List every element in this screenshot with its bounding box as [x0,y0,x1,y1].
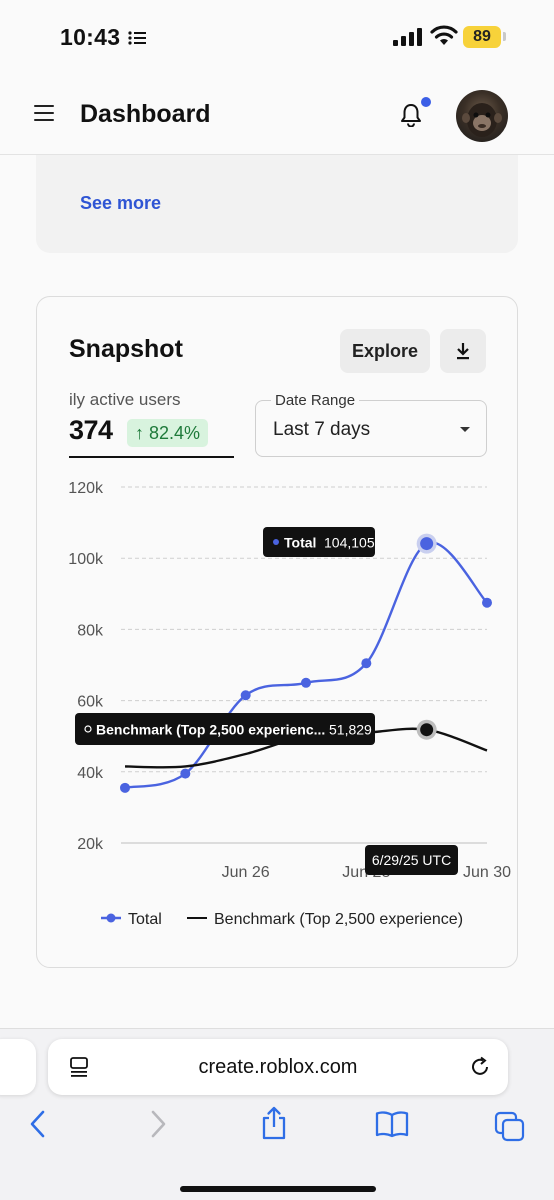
tooltip-benchmark-label: Benchmark (Top 2,500 experienc... [96,722,325,738]
explore-button[interactable]: Explore [340,329,430,373]
tooltip-total-dot [273,539,279,545]
page-title: Dashboard [80,100,211,128]
app-header: Dashboard [0,75,554,155]
url-text: create.roblox.com [198,1056,358,1078]
focus-list-icon [128,31,146,45]
tooltip-benchmark-bg [75,713,375,745]
tooltip-date: 6/29/25 UTC [372,852,451,868]
status-time: 10:43 [60,24,121,50]
snapshot-card: Snapshot Explore ily active users 374 ↑ … [36,296,518,968]
snapshot-title: Snapshot [69,335,183,363]
tooltip-benchmark-value: 51,829 [329,722,372,738]
tooltip-total-label: Total [284,535,316,551]
highlight-point-benchmark[interactable] [420,723,434,737]
y-tick-label: 20k [77,836,104,853]
data-point-total[interactable] [240,690,251,701]
date-range-value: Last 7 days [273,419,371,440]
data-point-total[interactable] [482,597,492,608]
previous-card: See more [36,155,518,253]
status-bar: 10:43 89 [0,0,554,75]
data-point-total[interactable] [361,658,372,669]
wifi-icon [430,25,458,45]
battery-indicator: 89 [463,26,501,48]
y-tick-label: 120k [68,480,104,497]
metric-change-badge: ↑ 82.4% [127,419,209,447]
bookmarks-icon[interactable] [375,1109,409,1139]
monkey-avatar-icon [462,103,502,137]
tooltip-date-bg [365,845,458,875]
data-point-total[interactable] [120,782,130,793]
y-tick-label: 80k [77,622,104,639]
avatar[interactable] [456,90,508,142]
y-tick-label: 40k [77,765,104,782]
forward-icon[interactable] [148,1109,168,1139]
series-line-total [124,541,488,789]
y-tick-label: 100k [68,551,104,568]
download-icon [457,343,469,360]
legend-label-total: Total [128,911,162,928]
browser-nav [0,1106,554,1149]
share-icon[interactable] [260,1105,288,1141]
see-more-link[interactable]: See more [80,193,162,213]
x-tick-label: Jun 30 [463,864,511,881]
data-point-total[interactable] [180,768,191,779]
date-range-select[interactable]: Last 7 days [255,400,487,457]
home-indicator [180,1186,376,1192]
cellular-signal-icon [393,28,422,46]
tooltip-total-bg [263,527,375,557]
reload-icon[interactable] [469,1056,491,1078]
reader-icon[interactable] [69,1057,89,1079]
metric-tab-underline [69,456,234,458]
notification-dot [421,97,431,107]
url-bar[interactable]: create.roblox.com [48,1039,508,1095]
highlight-point-total[interactable] [420,537,434,551]
x-tick-label: Jun 26 [222,864,270,881]
tooltip-total-value: 104,105 [324,535,375,551]
data-point-total[interactable] [301,677,311,688]
tabs-icon[interactable] [494,1111,526,1143]
metric-value: 374 [69,415,113,445]
date-range-label: Date Range [271,392,360,409]
tooltip-benchmark-dot [84,725,92,733]
y-tick-label: 60k [77,694,104,711]
legend-marker-total [106,913,116,923]
legend-label-benchmark: Benchmark (Top 2,500 experience) [214,911,463,928]
back-icon[interactable] [28,1109,48,1139]
metric-label: ily active users [69,390,181,409]
browser-toolbar: create.roblox.com [0,1028,554,1200]
battery-tip [503,32,506,41]
menu-icon[interactable] [34,105,54,126]
previous-tab[interactable] [0,1039,36,1095]
caret-down-icon [460,427,470,432]
bell-icon[interactable] [400,103,422,127]
download-button[interactable] [440,329,486,373]
